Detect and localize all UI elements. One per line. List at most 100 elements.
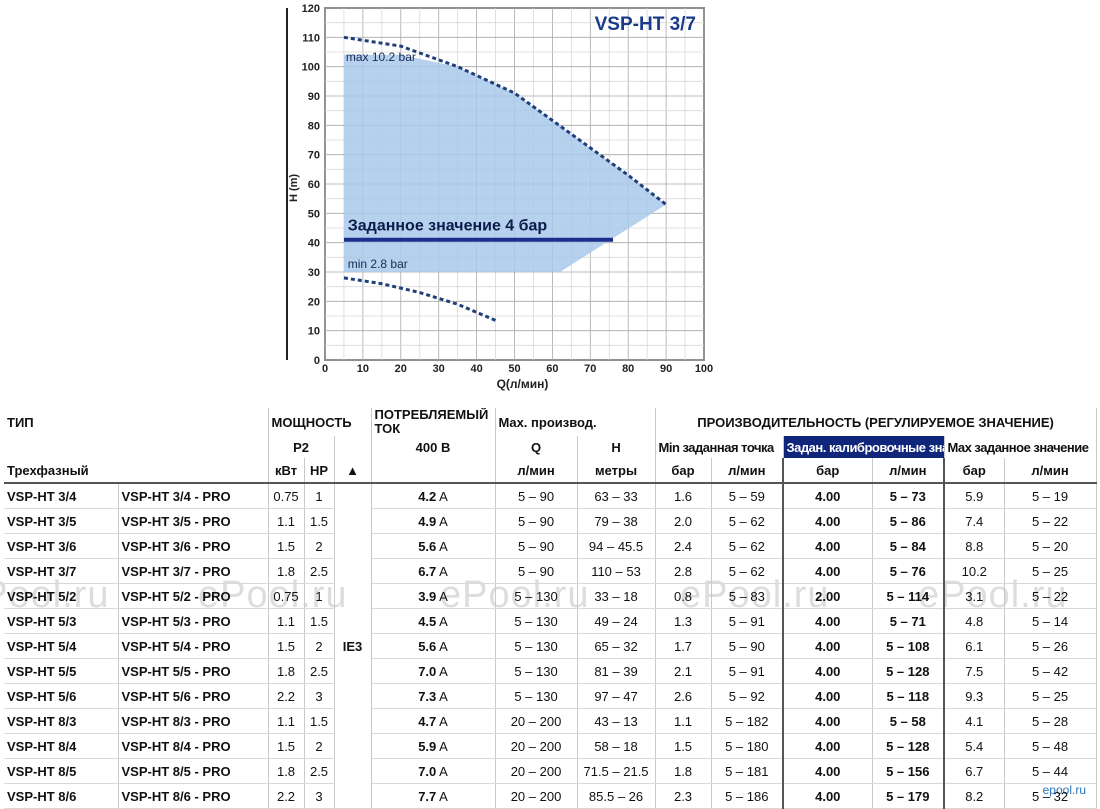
head-range-cell: 81 – 39 xyxy=(577,658,656,684)
min-flow-cell: 5 – 62 xyxy=(711,558,784,584)
calib-flow-value: 5 – 118 xyxy=(886,688,930,704)
header-phase: Трехфазный xyxy=(4,458,269,484)
model-cell: VSP-HT 8/5 xyxy=(4,758,119,784)
current-value: 5.9 xyxy=(418,738,437,754)
model-cell: VSP-HT 8/3 xyxy=(4,708,119,734)
current-cell: 5.9 A xyxy=(371,733,496,759)
table-row: VSP-HT 8/5 VSP-HT 8/5 - PRO 1.8 2.5 7.0 A 20 … xyxy=(4,758,1097,784)
current-cell: 4.2 A xyxy=(371,483,496,509)
min-flow-cell: 5 – 182 xyxy=(711,708,784,734)
hp-cell: 2.5 xyxy=(304,758,335,784)
calib-flow-cell: 5 – 86 xyxy=(872,508,946,534)
hp-cell: 2 xyxy=(304,733,335,759)
min-bar-cell: 1.3 xyxy=(655,608,712,634)
hp-cell: 1.5 xyxy=(304,608,335,634)
x-tick-label: 10 xyxy=(357,363,369,375)
max-bar-cell: 4.8 xyxy=(944,608,1005,634)
pump-curve-chart: 0 10 20 30 40 50 60 70 80 90 100 0 10 20 30 40 50 60 70 80 9… xyxy=(286,3,713,391)
x-axis-label: Q(л/мин) xyxy=(497,377,549,391)
current-cell: 3.9 A xyxy=(371,583,496,609)
calib-bar-cell: 4.00 xyxy=(782,483,873,509)
pro-model-cell: VSP-HT 3/7 - PRO xyxy=(118,558,269,584)
max-flow-cell: 5 – 19 xyxy=(1004,483,1097,509)
current-unit: A xyxy=(439,613,448,629)
y-tick-label: 50 xyxy=(308,208,320,220)
current-unit: A xyxy=(439,738,448,754)
kw-cell: 0.75 xyxy=(268,583,305,609)
min-bar-cell: 2.4 xyxy=(655,533,712,559)
min-flow-cell: 5 – 59 xyxy=(711,483,784,509)
header-min-point: Min заданная точка xyxy=(655,436,784,458)
current-value: 4.7 xyxy=(418,713,437,729)
min-flow-cell: 5 – 91 xyxy=(711,658,784,684)
max-flow-cell: 5 – 22 xyxy=(1004,508,1097,534)
calib-flow-value: 5 – 179 xyxy=(886,788,930,804)
pro-model-cell: VSP-HT 5/2 - PRO xyxy=(118,583,269,609)
head-range-cell: 49 – 24 xyxy=(577,608,656,634)
min-bar-cell: 0.8 xyxy=(655,583,712,609)
min-bar-cell: 2.8 xyxy=(655,558,712,584)
kw-cell: 1.5 xyxy=(268,533,305,559)
kw-cell: 2.2 xyxy=(268,683,305,709)
x-tick-label: 0 xyxy=(322,363,328,375)
header-voltage: 400 В xyxy=(371,436,496,458)
pro-model-cell: VSP-HT 5/5 - PRO xyxy=(118,658,269,684)
y-tick-label: 110 xyxy=(302,32,320,44)
y-tick-label: 10 xyxy=(308,326,320,338)
max-flow-cell: 5 – 44 xyxy=(1004,758,1097,784)
flow-range-cell: 5 – 130 xyxy=(495,658,578,684)
pro-model-cell: VSP-HT 5/3 - PRO xyxy=(118,608,269,634)
head-range-cell: 33 – 18 xyxy=(577,583,656,609)
max-bar-cell: 6.1 xyxy=(944,633,1005,659)
x-tick-label: 60 xyxy=(546,363,558,375)
calib-flow-cell: 5 – 84 xyxy=(872,533,946,559)
calib-bar-cell: 4.00 xyxy=(782,533,873,559)
head-range-cell: 58 – 18 xyxy=(577,733,656,759)
max-bar-cell: 9.3 xyxy=(944,683,1005,709)
calib-bar-cell: 4.00 xyxy=(782,683,873,709)
min-bar-cell: 2.3 xyxy=(655,783,712,809)
header-bar: бар xyxy=(944,458,1005,484)
current-value: 5.6 xyxy=(418,638,437,654)
calib-flow-cell: 5 – 128 xyxy=(872,733,946,759)
min-flow-cell: 5 – 186 xyxy=(711,783,784,809)
x-tick-label: 40 xyxy=(470,363,482,375)
annotation-setpoint: Заданное значение 4 бар xyxy=(348,218,548,235)
calib-flow-cell: 5 – 128 xyxy=(872,658,946,684)
calib-bar-cell: 4.00 xyxy=(782,633,873,659)
flow-range-cell: 20 – 200 xyxy=(495,733,578,759)
max-flow-cell: 5 – 26 xyxy=(1004,633,1097,659)
head-range-cell: 94 – 45.5 xyxy=(577,533,656,559)
header-hp: HP xyxy=(304,458,335,484)
current-cell: 7.3 A xyxy=(371,683,496,709)
min-flow-cell: 5 – 92 xyxy=(711,683,784,709)
current-unit: A xyxy=(439,513,448,529)
current-unit: A xyxy=(439,588,448,604)
max-flow-cell: 5 – 32 xyxy=(1004,783,1097,809)
max-flow-cell: 5 – 14 xyxy=(1004,608,1097,634)
current-cell: 4.9 A xyxy=(371,508,496,534)
current-unit: A xyxy=(439,663,448,679)
y-tick-label: 70 xyxy=(308,150,320,162)
calib-flow-value: 5 – 73 xyxy=(889,488,926,504)
flow-range-cell: 5 – 90 xyxy=(495,558,578,584)
max-bar-cell: 8.2 xyxy=(944,783,1005,809)
kw-cell: 1.1 xyxy=(268,508,305,534)
model-cell: VSP-HT 5/2 xyxy=(4,583,119,609)
kw-cell: 1.1 xyxy=(268,708,305,734)
table-row: VSP-HT 8/4 VSP-HT 8/4 - PRO 1.5 2 5.9 A 20 – … xyxy=(4,733,1097,759)
calib-flow-cell: 5 – 179 xyxy=(872,783,946,809)
max-bar-cell: 7.4 xyxy=(944,508,1005,534)
flow-range-cell: 5 – 130 xyxy=(495,583,578,609)
min-flow-cell: 5 – 91 xyxy=(711,608,784,634)
header-max-point: Max заданное значение xyxy=(944,436,1097,458)
flow-range-cell: 5 – 90 xyxy=(495,483,578,509)
calib-flow-cell: 5 – 71 xyxy=(872,608,946,634)
ie-symbol: ▲ xyxy=(334,458,372,484)
x-tick-label: 30 xyxy=(433,363,445,375)
current-cell: 7.7 A xyxy=(371,783,496,809)
max-flow-cell: 5 – 22 xyxy=(1004,583,1097,609)
min-bar-cell: 1.8 xyxy=(655,758,712,784)
